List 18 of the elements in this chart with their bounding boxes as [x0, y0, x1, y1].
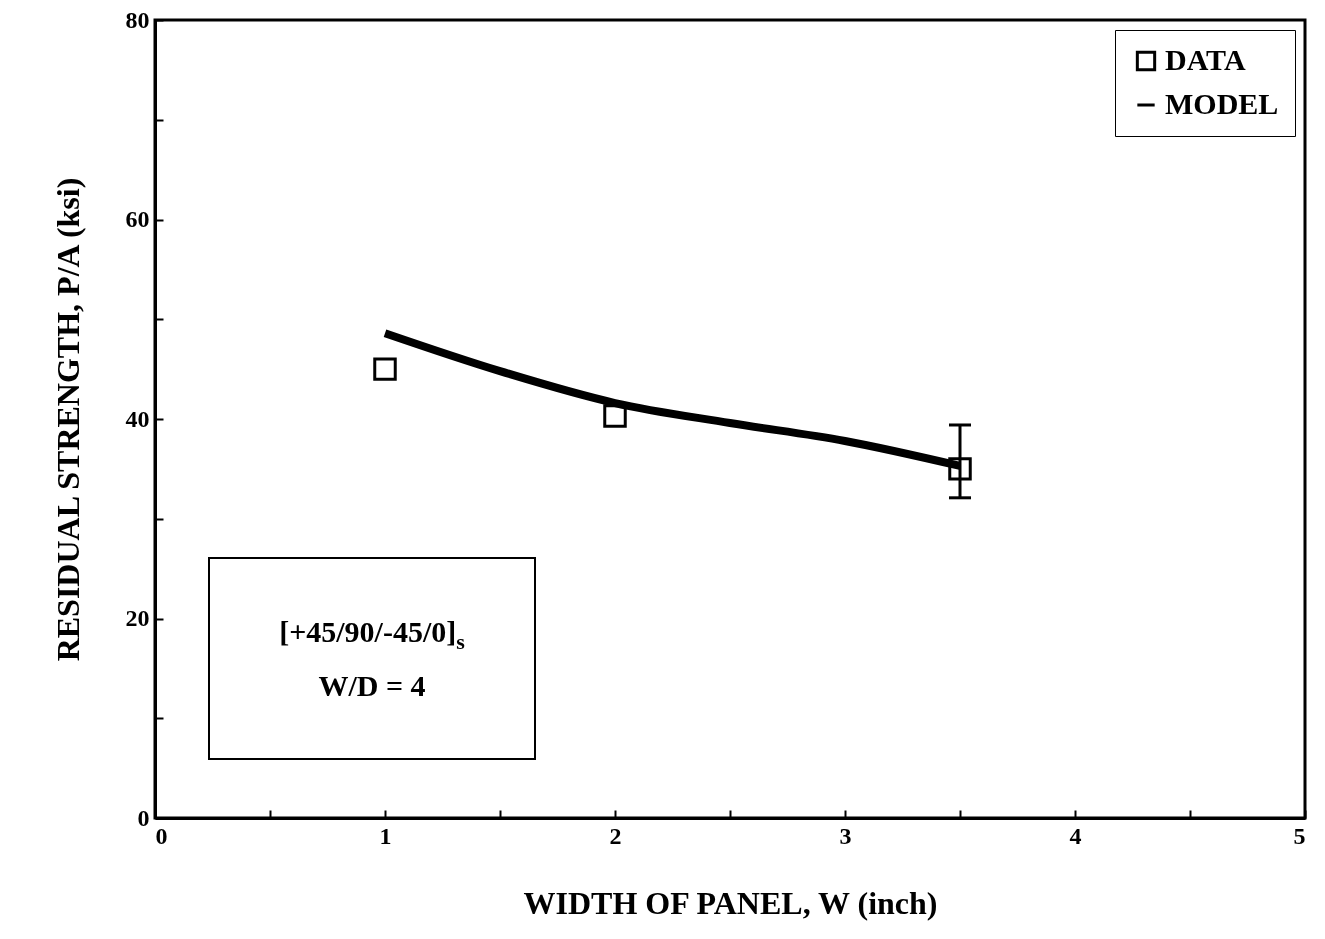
y-axis-title: RESIDUAL STRENGTH, P/A (ksi) — [49, 177, 86, 662]
legend-label: MODEL — [1165, 87, 1279, 120]
y-tick-label: 60 — [125, 206, 150, 232]
y-tick-label: 20 — [125, 605, 150, 631]
y-tick-label: 0 — [137, 804, 150, 831]
annotation: [+45/90/-45/0]$_{s}$ — [279, 614, 465, 655]
x-tick-label: 1 — [379, 822, 392, 849]
y-tick-label: 40 — [125, 405, 150, 432]
legend-label: DATA — [1165, 43, 1246, 76]
x-axis-title: WIDTH OF PANEL, W (inch) — [523, 884, 938, 921]
annotation: W/D = 4 — [318, 668, 426, 703]
x-tick-label: 5 — [1293, 822, 1306, 849]
x-tick-label: 0 — [155, 822, 168, 849]
x-tick-label: 2 — [609, 822, 622, 849]
annotation-frame: [+45/90/-45/0]$_{s}$ W/D = 4 — [208, 557, 536, 760]
x-tick-label: 3 — [839, 822, 852, 849]
x-tick-label: 4 — [1069, 822, 1082, 849]
y-tick-label: 80 — [125, 6, 150, 33]
